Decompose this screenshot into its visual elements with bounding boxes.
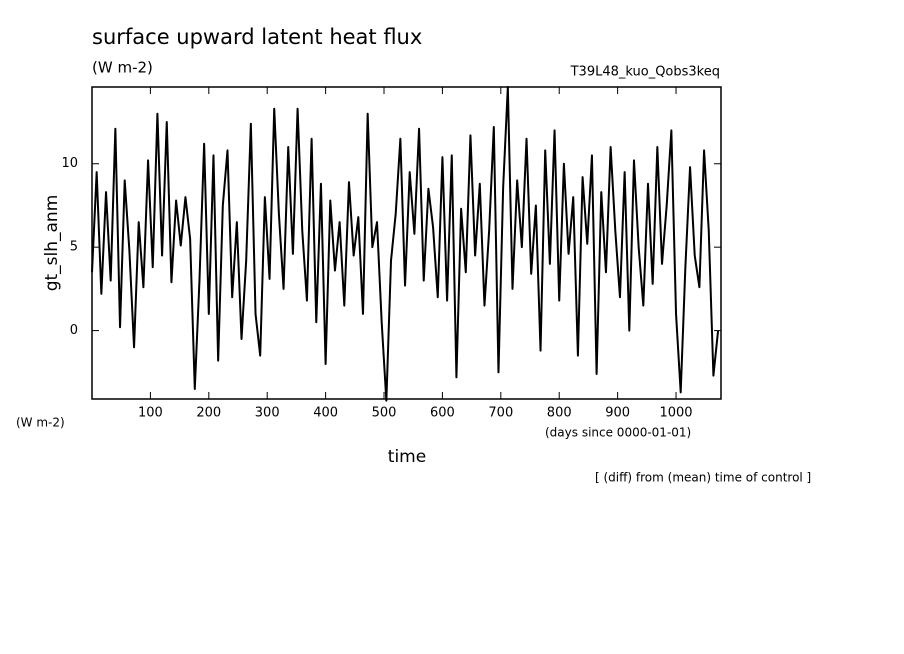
x-unit: (days since 0000-01-01) — [545, 426, 691, 440]
x-tick-label: 1000 — [659, 406, 692, 421]
y-unit: (W m-2) — [16, 416, 65, 430]
x-tick-label: 300 — [255, 406, 280, 421]
chart-title: surface upward latent heat flux — [92, 25, 422, 49]
x-tick-label: 600 — [430, 406, 455, 421]
footnote: [ (diff) from (mean) time of control ] — [595, 471, 811, 485]
x-tick-label: 800 — [547, 406, 572, 421]
x-tick-label: 500 — [372, 406, 397, 421]
x-tick-label: 400 — [313, 406, 338, 421]
y-tick-label: 10 — [61, 156, 78, 171]
x-tick-label: 100 — [138, 406, 163, 421]
y-axis-label: gt_slh_anm — [42, 195, 62, 292]
x-axis-label: time — [388, 447, 426, 467]
annotation: T39L48_kuo_Qobs3keq — [570, 65, 720, 80]
x-tick-label: 900 — [605, 406, 630, 421]
data-line — [91, 86, 720, 402]
chart-subtitle: (W m-2) — [92, 59, 153, 77]
y-tick-label: 0 — [70, 323, 78, 338]
x-tick-label: 700 — [488, 406, 513, 421]
y-tick-label: 5 — [70, 240, 78, 255]
x-tick-label: 200 — [196, 406, 221, 421]
plot-frame — [91, 86, 722, 400]
